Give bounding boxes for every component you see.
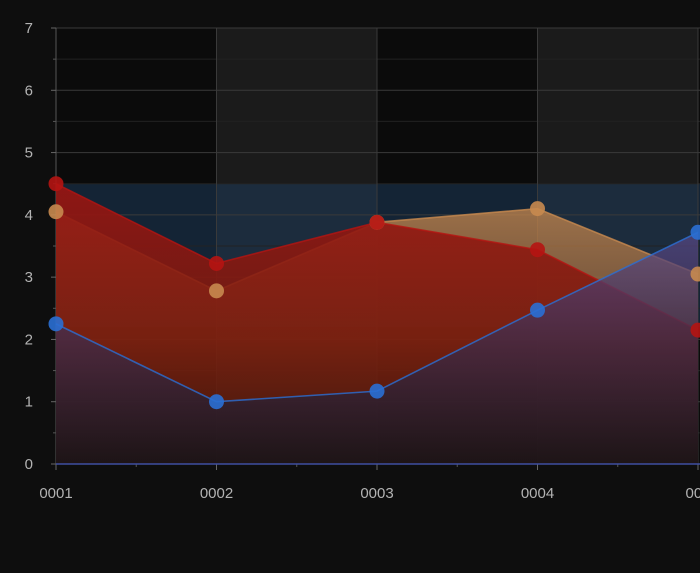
- series-a-point: [530, 201, 545, 216]
- x-tick-label: 0001: [39, 485, 72, 502]
- y-tick-label: 6: [25, 82, 33, 99]
- x-tick-label: 000: [685, 485, 700, 502]
- y-tick-label: 5: [25, 145, 33, 162]
- series-b-point: [49, 176, 64, 191]
- series-c-point: [530, 303, 545, 318]
- y-tick-label: 1: [25, 394, 33, 411]
- x-tick-label: 0004: [521, 485, 554, 502]
- y-tick-label: 7: [25, 20, 33, 37]
- series-c-point: [370, 384, 385, 399]
- y-tick-label: 4: [25, 207, 33, 224]
- y-tick-label: 0: [25, 456, 33, 473]
- x-tick-label: 0002: [200, 485, 233, 502]
- y-tick-label: 2: [25, 331, 33, 348]
- series-b-point: [209, 256, 224, 271]
- series-c-point: [209, 394, 224, 409]
- y-tick-label: 3: [25, 269, 33, 286]
- series-b-point: [530, 242, 545, 257]
- series-b-point: [370, 215, 385, 230]
- series-a-point: [49, 204, 64, 219]
- x-tick-label: 0003: [360, 485, 393, 502]
- series-c-point: [49, 316, 64, 331]
- series-a-point: [209, 283, 224, 298]
